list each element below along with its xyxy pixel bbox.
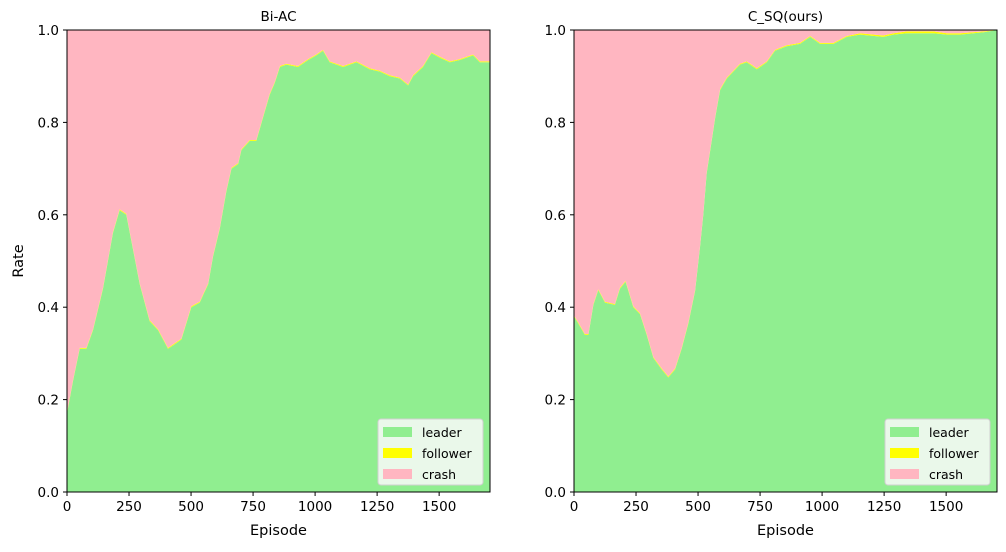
legend-label-follower: follower bbox=[929, 446, 980, 461]
axes-frame bbox=[66, 29, 491, 493]
legend-label-crash: crash bbox=[929, 467, 963, 482]
x-tick-label: 500 bbox=[685, 499, 711, 515]
x-axis-label: Episode bbox=[757, 523, 814, 539]
y-tick-label: 0.8 bbox=[545, 115, 566, 131]
legend-swatch-follower bbox=[383, 448, 412, 458]
chart-title: C_SQ(ours) bbox=[748, 9, 823, 25]
y-tick-label: 0.6 bbox=[38, 208, 59, 224]
y-tick-label: 0.2 bbox=[38, 393, 59, 409]
x-tick-label: 0 bbox=[570, 499, 579, 515]
legend-label-follower: follower bbox=[422, 446, 473, 461]
y-tick-label: 0.4 bbox=[38, 300, 59, 316]
x-tick-label: 1250 bbox=[867, 499, 901, 515]
legend-label-crash: crash bbox=[422, 467, 456, 482]
x-tick-label: 1500 bbox=[422, 499, 456, 515]
x-tick-label: 500 bbox=[178, 499, 204, 515]
y-tick-label: 0.0 bbox=[38, 485, 59, 501]
subplot-1: 0 250 500 750 1000 1250 1500 0.0 0.2 0.4 0.6 0.8 1.0… bbox=[11, 9, 491, 539]
x-tick-label: 750 bbox=[747, 499, 773, 515]
legend-swatch-follower bbox=[890, 448, 919, 458]
y-tick-label: 1.0 bbox=[38, 23, 59, 39]
x-tick-label: 1500 bbox=[929, 499, 963, 515]
subplot-2: 0 250 500 750 1000 1250 1500 0.0 0.2 0.4 0.6 0.8 1.0… bbox=[545, 9, 998, 539]
y-tick-label: 1.0 bbox=[545, 23, 566, 39]
x-axis-label: Episode bbox=[250, 523, 307, 539]
y-tick-label: 0.2 bbox=[545, 393, 566, 409]
area-crash bbox=[67, 30, 490, 413]
legend-label-leader: leader bbox=[929, 425, 969, 440]
y-tick-label: 0.8 bbox=[38, 115, 59, 131]
x-tick-label: 1250 bbox=[360, 499, 394, 515]
axes-frame bbox=[573, 29, 998, 493]
legend-label-leader: leader bbox=[422, 425, 462, 440]
legend-swatch-leader bbox=[890, 427, 919, 437]
x-tick-label: 750 bbox=[240, 499, 266, 515]
chart-title: Bi-AC bbox=[260, 9, 296, 25]
x-tick-label: 250 bbox=[116, 499, 142, 515]
x-tick-label: 1000 bbox=[298, 499, 332, 515]
x-tick-label: 250 bbox=[623, 499, 649, 515]
y-tick-label: 0.6 bbox=[545, 208, 566, 224]
y-tick-label: 0.0 bbox=[545, 485, 566, 501]
legend: leader follower crash bbox=[377, 418, 484, 486]
area-leader bbox=[574, 30, 997, 492]
legend-swatch-crash bbox=[383, 469, 412, 479]
x-tick-label: 0 bbox=[63, 499, 72, 515]
x-tick-label: 1000 bbox=[805, 499, 839, 515]
y-axis-label: Rate bbox=[11, 244, 27, 277]
legend-swatch-leader bbox=[383, 427, 412, 437]
legend: leader follower crash bbox=[884, 418, 991, 486]
y-tick-label: 0.4 bbox=[545, 300, 566, 316]
area-crash bbox=[574, 30, 997, 377]
legend-swatch-crash bbox=[890, 469, 919, 479]
area-leader bbox=[67, 50, 490, 493]
